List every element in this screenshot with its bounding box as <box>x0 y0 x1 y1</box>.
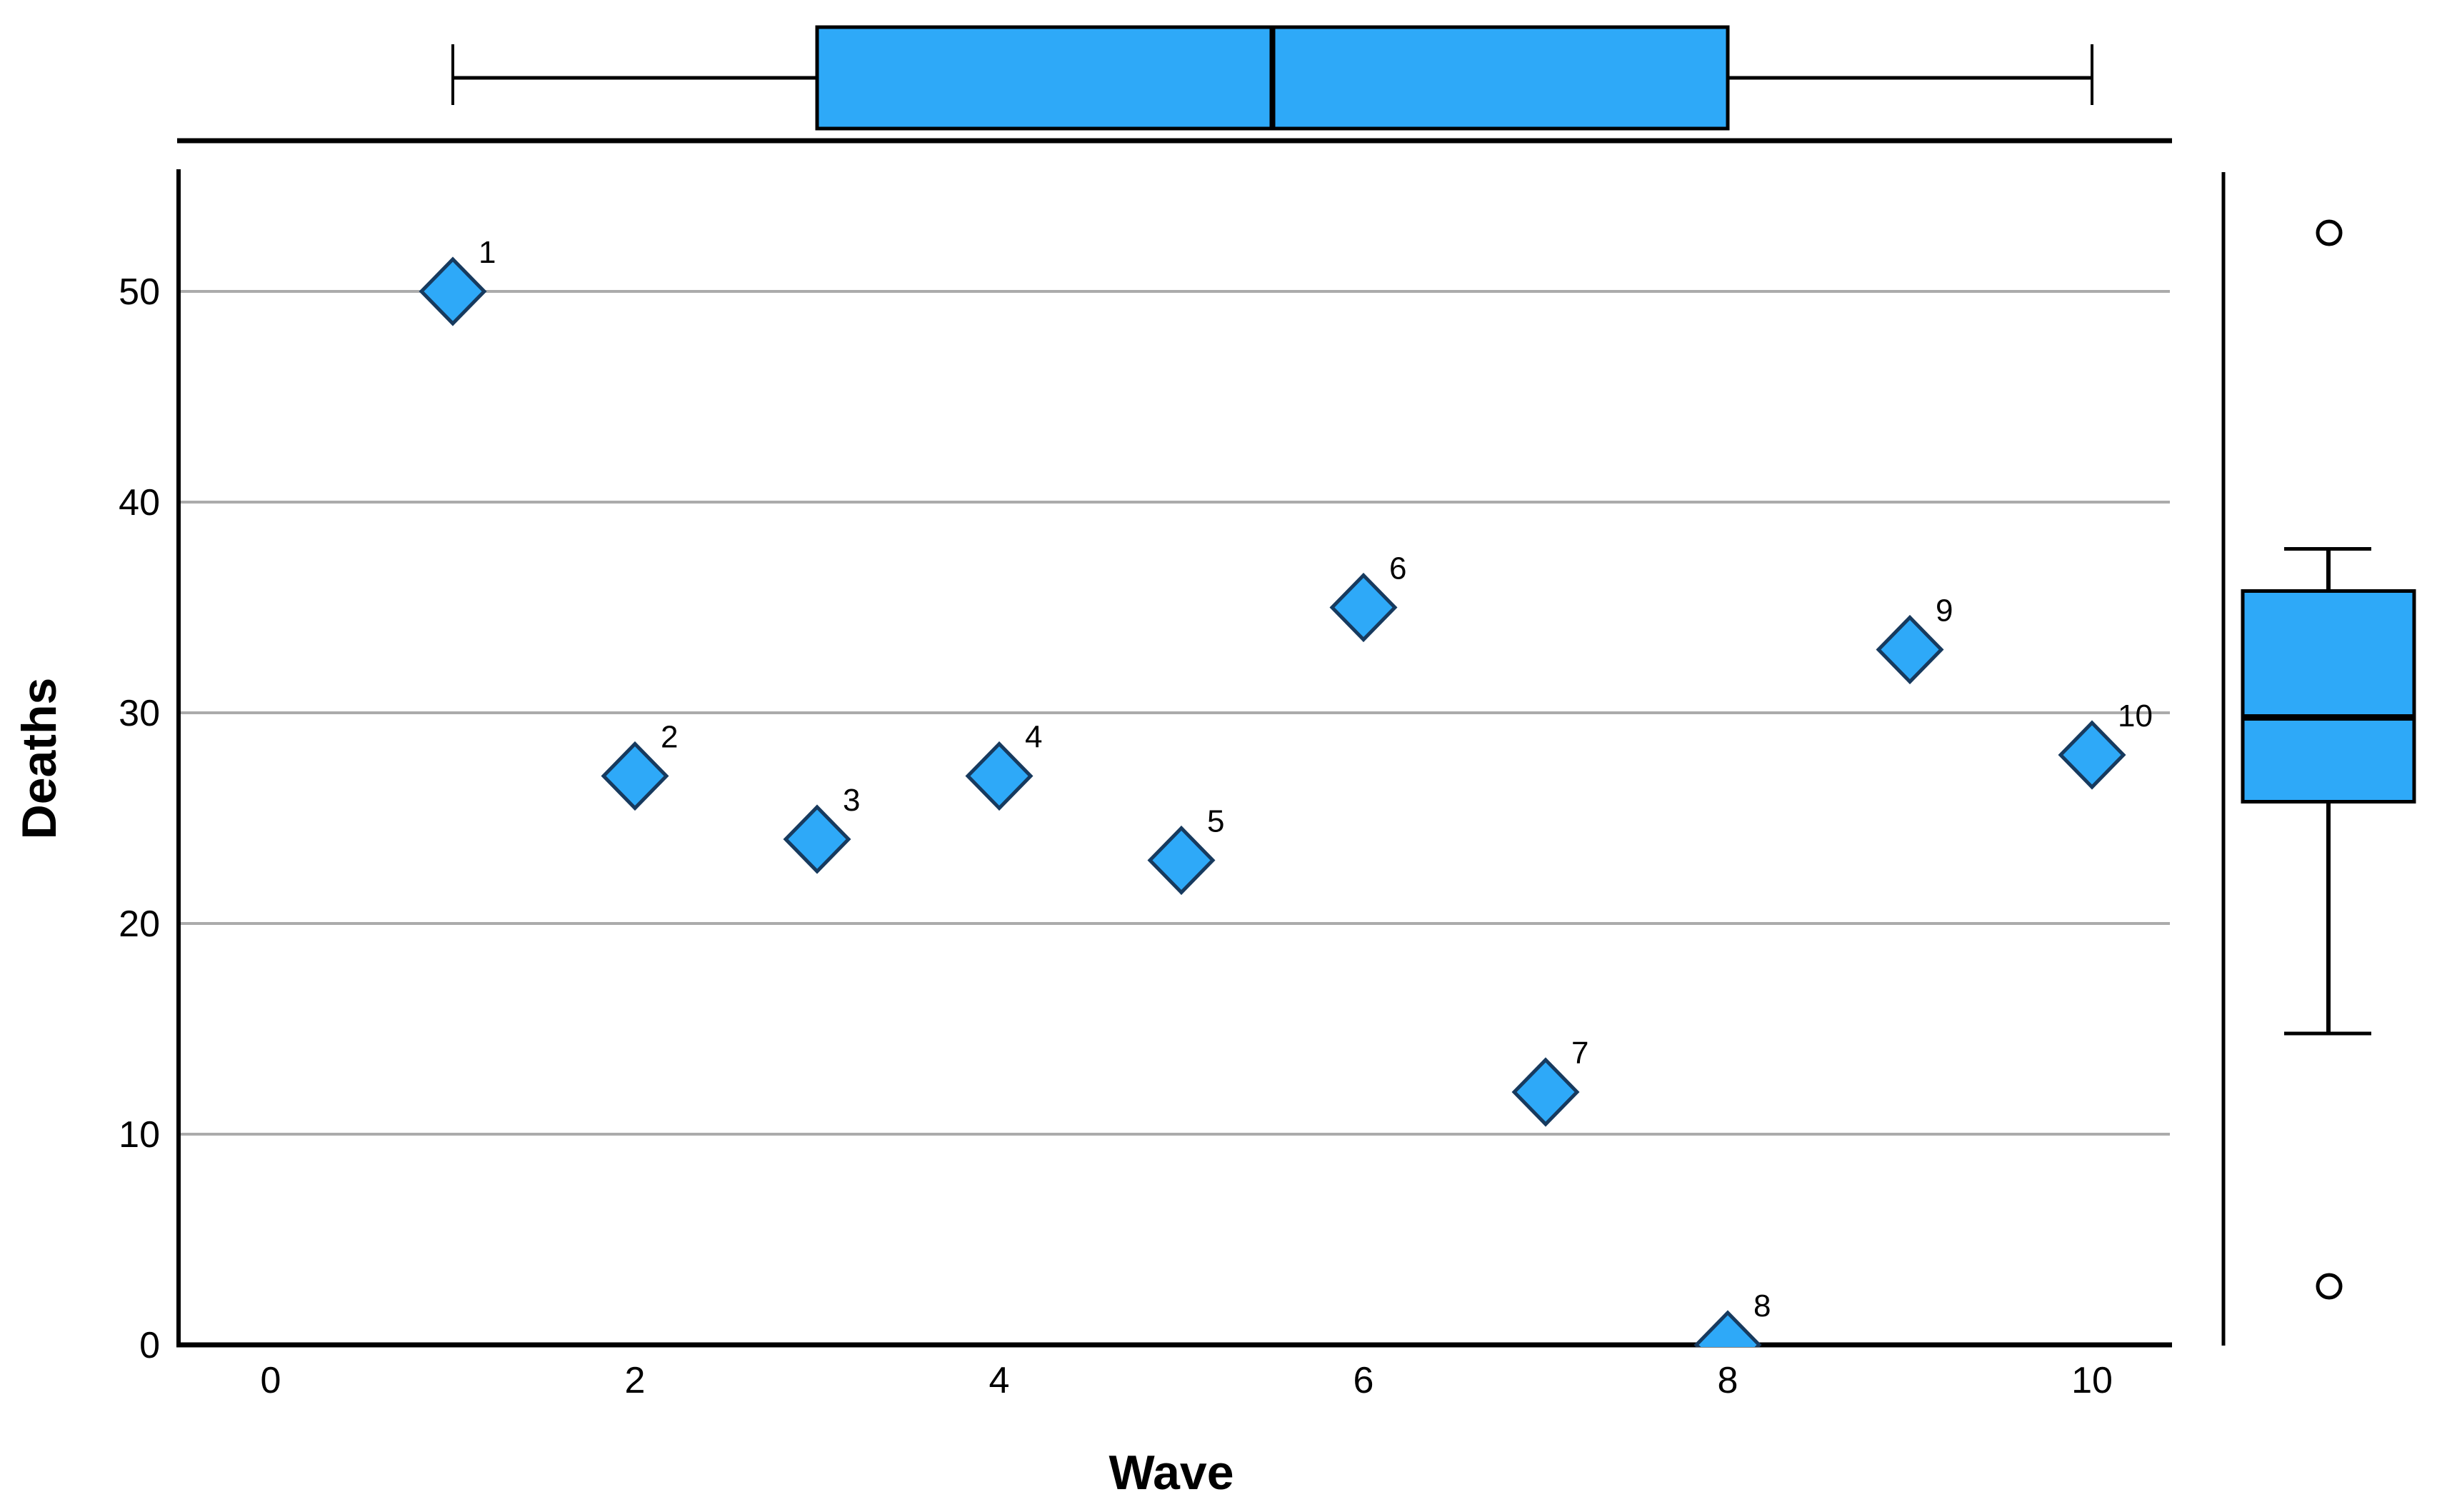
data-point-diamond-8 <box>1693 1310 1762 1347</box>
point-label-1: 1 <box>479 235 496 270</box>
data-point-diamond-9 <box>1876 614 1944 685</box>
tick-labels-group: 0 2 4 6 8 10 0 10 20 30 40 50 <box>119 271 2113 1401</box>
data-points-group <box>419 256 2126 1347</box>
x-tick-label-6: 6 <box>1353 1360 1374 1401</box>
point-label-6: 6 <box>1389 551 1406 586</box>
y-tick-label-0: 0 <box>139 1325 160 1366</box>
top-marginal-boxplot <box>451 25 2093 131</box>
data-point-diamond-3 <box>783 804 851 874</box>
data-point-diamond-1 <box>419 256 487 326</box>
data-point-diamond-5 <box>1147 825 1216 896</box>
gridlines-group <box>180 290 2170 1136</box>
x-tick-label-0: 0 <box>261 1360 281 1401</box>
right-box-iqr-box <box>2241 589 2416 803</box>
point-labels-group: 1 2 3 4 5 6 7 8 9 10 <box>479 235 2153 1323</box>
point-label-5: 5 <box>1207 804 1224 839</box>
axes-group <box>176 138 2226 1348</box>
y-tick-label-40: 40 <box>119 482 160 524</box>
x-tick-label-8: 8 <box>1718 1360 1738 1401</box>
point-label-3: 3 <box>843 783 860 818</box>
x-axis-title: Wave <box>1109 1446 1233 1500</box>
x-tick-label-4: 4 <box>989 1360 1010 1401</box>
y-tick-label-10: 10 <box>119 1114 160 1156</box>
point-label-9: 9 <box>1936 594 1953 629</box>
data-point-diamond-2 <box>601 741 669 811</box>
data-point-diamond-6 <box>1329 572 1398 643</box>
data-point-diamond-10 <box>2058 720 2126 790</box>
right-box-outlier-0 <box>2316 1273 2343 1300</box>
y-tick-label-50: 50 <box>119 271 160 313</box>
x-tick-label-2: 2 <box>625 1360 646 1401</box>
point-label-4: 4 <box>1025 720 1042 755</box>
y-tick-label-30: 30 <box>119 693 160 734</box>
point-label-7: 7 <box>1571 1036 1588 1071</box>
right-box-outlier-50 <box>2316 219 2343 246</box>
data-point-diamond-7 <box>1511 1057 1580 1127</box>
y-tick-label-20: 20 <box>119 903 160 945</box>
right-marginal-boxplot <box>2241 219 2416 1300</box>
x-tick-label-10: 10 <box>2071 1360 2113 1401</box>
y-axis-title: Deaths <box>12 678 66 840</box>
point-label-8: 8 <box>1753 1288 1771 1323</box>
point-label-10: 10 <box>2118 699 2153 734</box>
point-label-2: 2 <box>661 720 678 755</box>
data-point-diamond-4 <box>965 741 1034 811</box>
